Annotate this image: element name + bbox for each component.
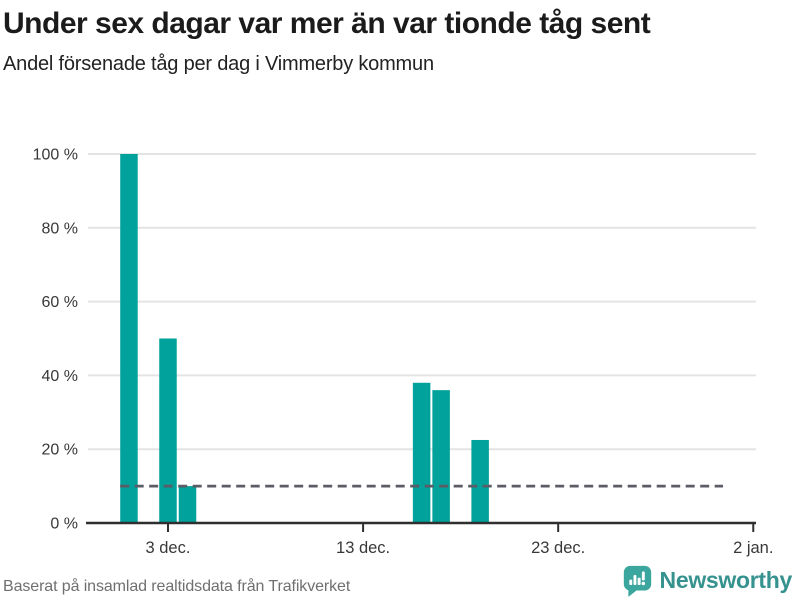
- y-tick-label: 60 %: [42, 294, 78, 311]
- chart-title: Under sex dagar var mer än var tionde tå…: [3, 7, 651, 40]
- newsworthy-brand: Newsworthy: [622, 563, 792, 597]
- bar-4-dec: [178, 486, 197, 523]
- chart-subtitle: Andel försenade tåg per dag i Vimmerby k…: [3, 53, 434, 75]
- y-tick-label: 80 %: [42, 220, 78, 237]
- bar-17-dec: [432, 390, 450, 523]
- bar-16-dec: [412, 382, 431, 523]
- y-tick-label: 20 %: [42, 442, 78, 459]
- y-tick-label: 0 %: [50, 516, 78, 533]
- x-tick-label: 3 dec.: [146, 539, 191, 557]
- bar-3-dec: [159, 338, 177, 523]
- y-tick-label: 100 %: [33, 147, 78, 164]
- x-tick-label: 13 dec.: [336, 539, 390, 557]
- newsworthy-wordmark: Newsworthy: [659, 566, 793, 593]
- bar-1-dec: [120, 154, 138, 523]
- y-tick-label: 40 %: [42, 368, 78, 385]
- x-tick-label: 2 jan.: [733, 539, 773, 557]
- source-note: Baserat på insamlad realtidsdata från Tr…: [3, 578, 351, 595]
- x-tick-label: 23 dec.: [531, 539, 585, 557]
- newsworthy-logo-icon: [623, 565, 651, 597]
- bar-19-dec: [471, 439, 489, 523]
